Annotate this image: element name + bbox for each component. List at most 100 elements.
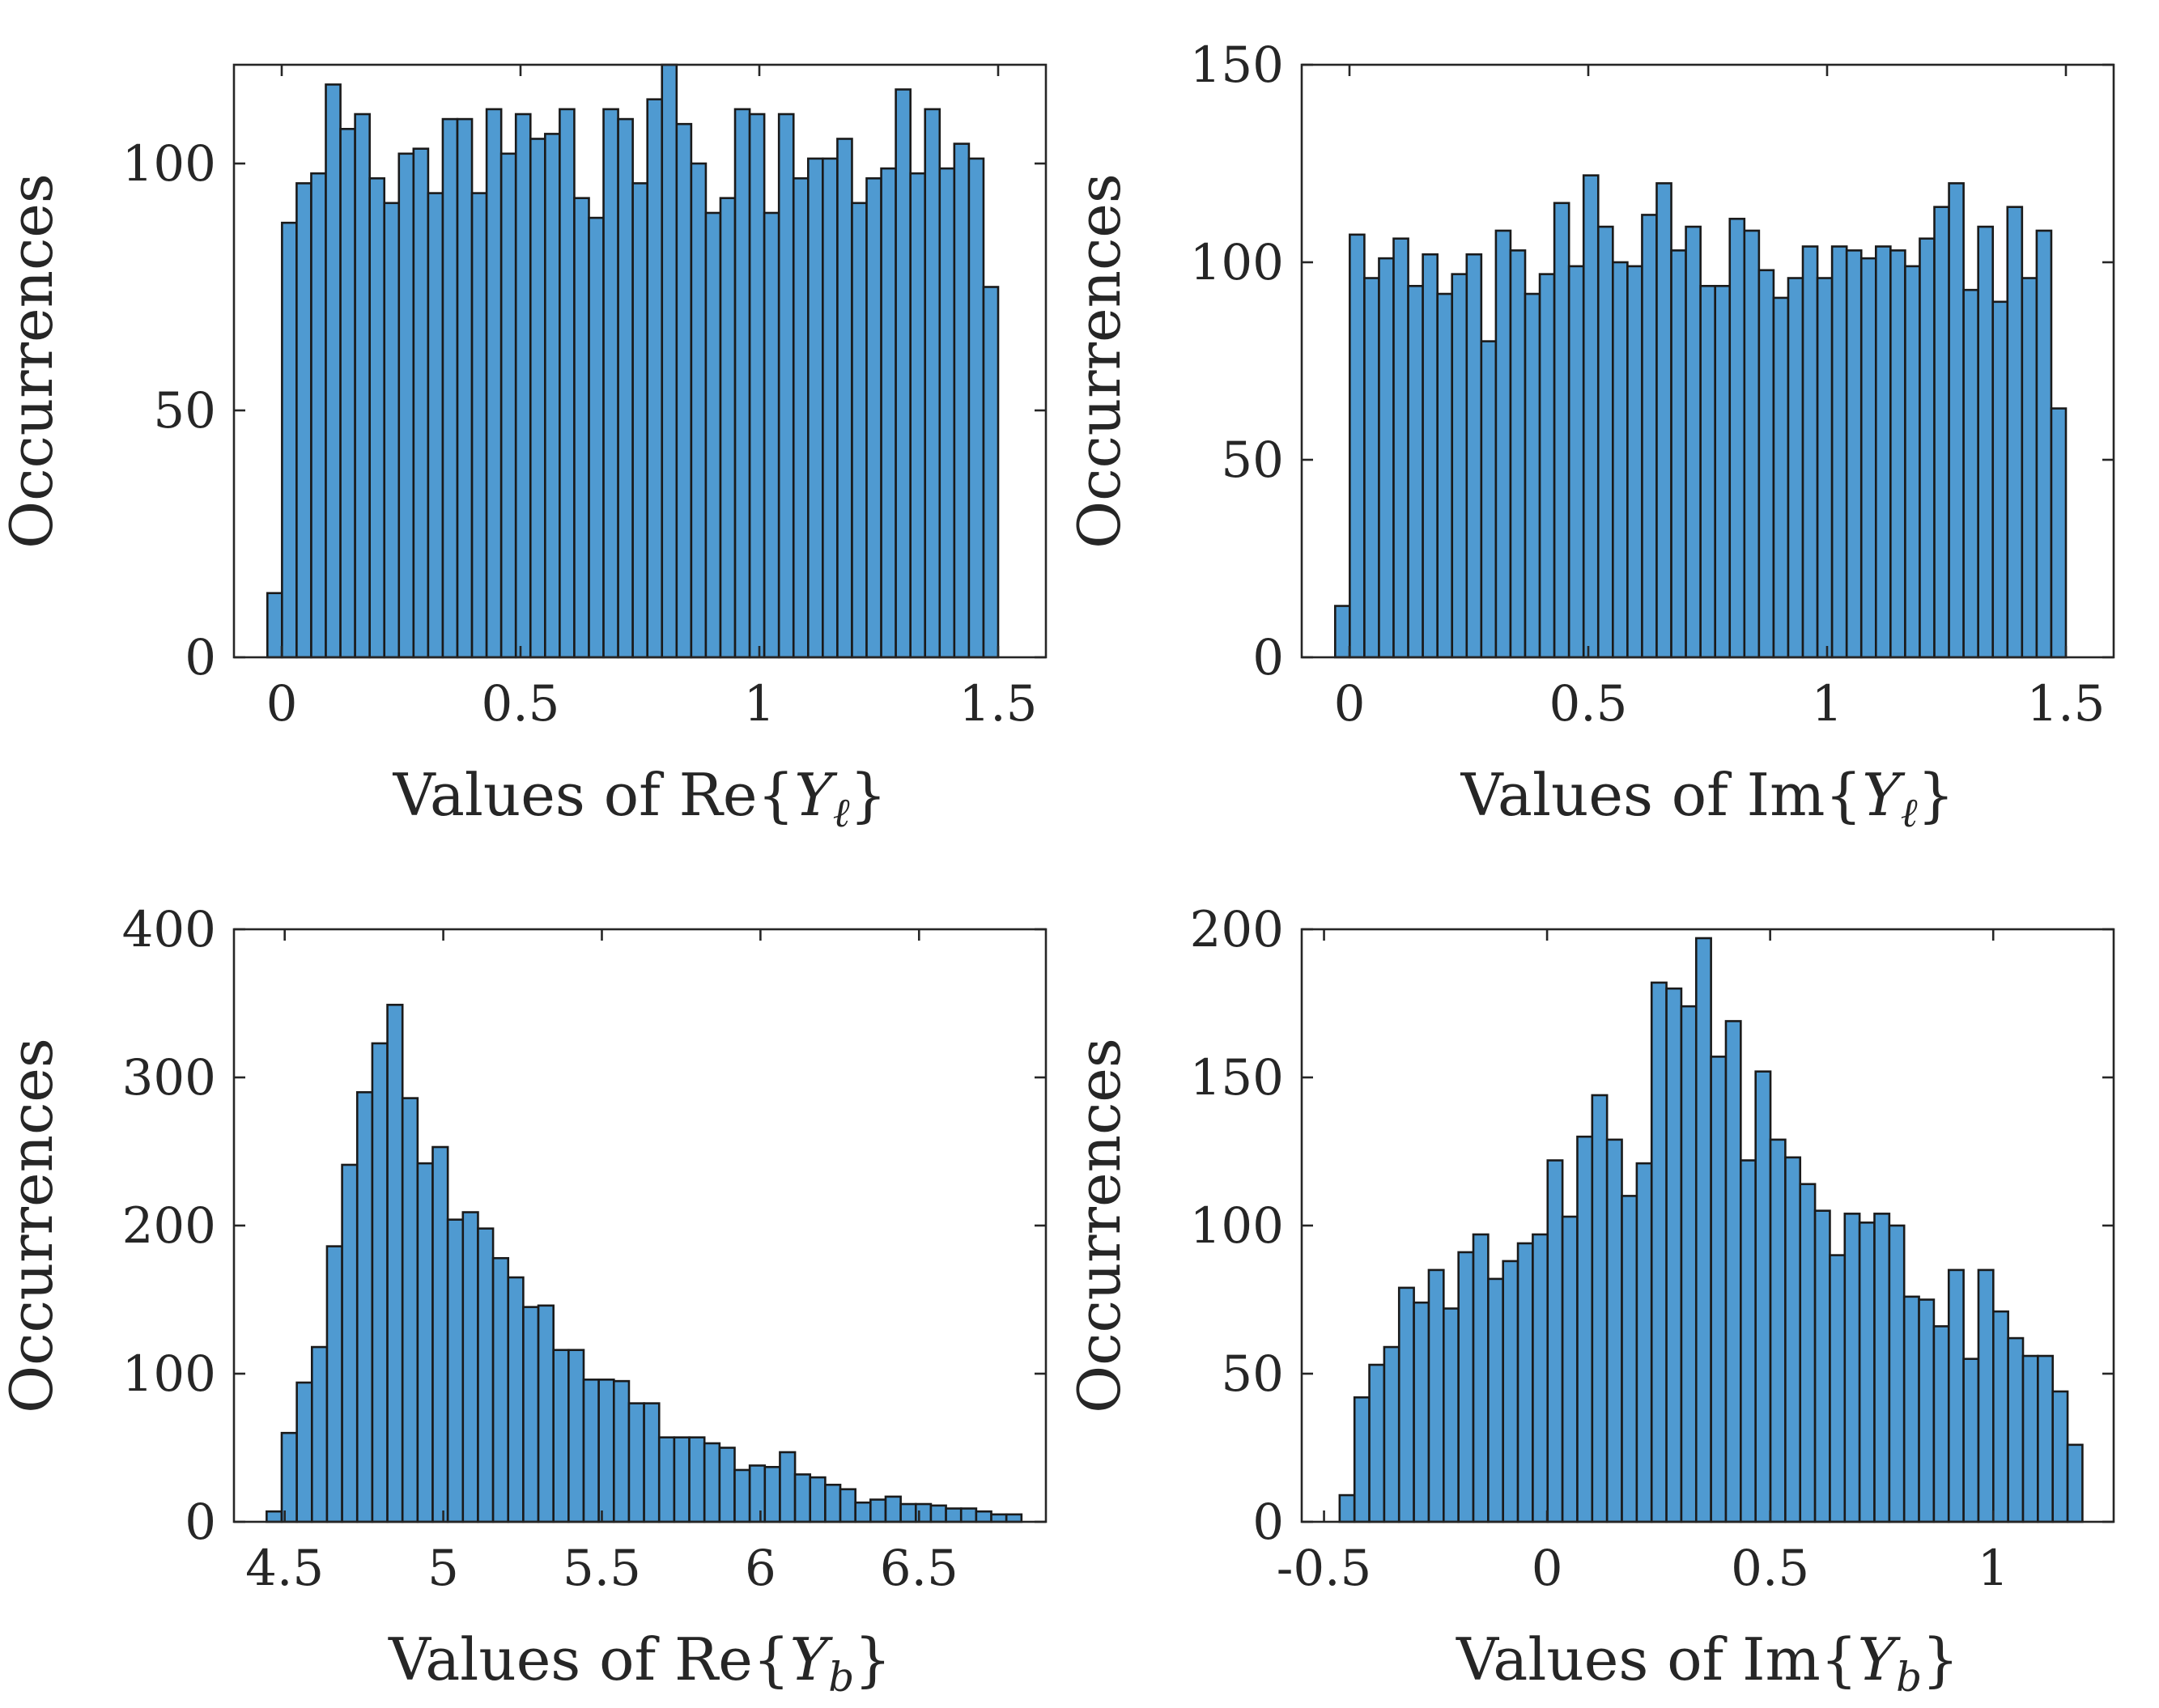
histogram-bar	[824, 1483, 842, 1523]
histogram-bar	[763, 211, 780, 659]
y-tick-label: 0	[1252, 629, 1284, 686]
x-tick-label: 6	[745, 1540, 776, 1597]
histogram-bar	[311, 1345, 329, 1523]
histogram-bar	[1383, 1345, 1400, 1523]
histogram-bar	[431, 1145, 449, 1523]
histogram-bar	[1422, 253, 1439, 659]
histogram-bar	[1694, 937, 1712, 1523]
y-tick-label: 50	[1221, 1345, 1284, 1403]
histogram-bar	[397, 152, 415, 659]
histogram-bar	[975, 1510, 992, 1523]
histogram-bar	[401, 1097, 419, 1523]
x-tick-label: 0.5	[481, 675, 559, 733]
x-axis-label: Values of Im{Yb}	[1456, 1625, 1959, 1701]
histogram-bar	[631, 182, 649, 659]
histogram-bar	[748, 1464, 767, 1523]
histogram-bar	[673, 1436, 691, 1523]
histogram-bar	[1977, 1268, 1995, 1523]
histogram-bar	[733, 108, 751, 659]
histogram-bar	[1524, 292, 1541, 659]
histogram-bar	[909, 172, 927, 659]
histogram-bar	[529, 138, 546, 659]
histogram-bar	[953, 142, 971, 659]
histogram-bar	[427, 192, 444, 659]
histogram-bar	[2007, 1336, 2025, 1523]
histogram-bar	[1480, 340, 1498, 659]
histogram-bar	[1858, 1222, 1876, 1523]
histogram-bar	[929, 1504, 947, 1523]
histogram-bar	[945, 1507, 963, 1523]
histogram-bar	[1902, 1295, 1920, 1523]
histogram-bar	[1932, 1325, 1950, 1523]
histogram-bar	[1665, 987, 1683, 1523]
histogram-bar	[1962, 1357, 1980, 1523]
bar-series	[1334, 174, 2068, 659]
histogram-bar	[688, 1436, 706, 1523]
histogram-bar	[2006, 206, 2024, 659]
histogram-bar	[2021, 277, 2038, 659]
histogram-bar	[777, 113, 795, 659]
histogram-bar	[865, 177, 882, 659]
y-tick-label: 100	[1190, 234, 1284, 291]
histogram-bar	[1397, 1286, 1415, 1523]
histogram-bar	[1714, 284, 1732, 659]
y-tick-label: 0	[185, 629, 216, 686]
histogram-bar	[310, 172, 327, 659]
histogram-bar	[412, 147, 430, 659]
y-tick-label: 400	[122, 901, 216, 958]
histogram-bar	[1349, 233, 1366, 659]
histogram-bar	[1680, 1005, 1698, 1523]
histogram-bar	[1685, 225, 1702, 659]
histogram-bar	[1516, 1242, 1534, 1523]
x-tick-label: 6.5	[880, 1540, 958, 1597]
histogram-bar	[1576, 1135, 1594, 1523]
histogram-bar	[1621, 1195, 1638, 1523]
histogram-bar	[1740, 1159, 1757, 1523]
histogram-bar	[1487, 1277, 1505, 1523]
y-tick-label: 200	[122, 1197, 216, 1255]
histogram-bar	[704, 211, 722, 659]
histogram-bar	[1992, 1310, 2009, 1523]
histogram-bar	[1457, 1251, 1475, 1523]
histogram-bar	[1977, 225, 1995, 659]
y-tick-label: 100	[1190, 1197, 1284, 1255]
x-axis-label: Values of Re{Yb}	[388, 1625, 891, 1701]
axes-frame	[232, 63, 1048, 659]
histogram-bar	[1710, 1056, 1728, 1523]
histogram-bar	[1596, 225, 1614, 659]
histogram-bar	[1655, 182, 1672, 659]
y-tick-label: 50	[1221, 431, 1284, 489]
histogram-bar	[325, 1245, 343, 1523]
histogram-bar	[1368, 1363, 1386, 1523]
histogram-bar	[1918, 1298, 1936, 1523]
histogram-bar	[597, 1379, 615, 1523]
histogram-bar	[341, 1163, 359, 1523]
histogram-bar	[1769, 1138, 1787, 1523]
chart-panel-re-yb: 4.5 5 5.5 6 6.5 0 100 200 300 400 Occurrences Value…	[0, 901, 1048, 1701]
histogram-bar	[718, 1447, 736, 1523]
histogram-bar	[884, 1495, 902, 1523]
histogram-bar	[1591, 1094, 1609, 1523]
histogram-bar	[1919, 237, 1936, 659]
histogram-bar	[1472, 1233, 1490, 1523]
histogram-bar	[368, 177, 386, 659]
x-tick-label: 1	[1978, 1540, 2009, 1597]
histogram-bar	[441, 117, 459, 659]
histogram-bar	[537, 1304, 555, 1523]
histogram-bar	[456, 117, 474, 659]
histogram-bar	[1582, 174, 1600, 659]
histogram-bar	[627, 1402, 645, 1523]
histogram-bar	[559, 108, 576, 659]
histogram-bar	[295, 182, 312, 659]
histogram-bar	[1859, 257, 1877, 659]
y-axis-label: Occurrences	[1065, 1038, 1133, 1413]
histogram-bar	[1962, 288, 1979, 659]
histogram-bar	[383, 202, 401, 659]
histogram-bar	[1605, 1138, 1623, 1523]
histogram-bar	[612, 1379, 631, 1523]
histogram-bar	[895, 88, 912, 659]
histogram-bar	[602, 108, 619, 659]
histogram-bar	[967, 157, 985, 659]
histogram-bar	[1650, 981, 1668, 1523]
